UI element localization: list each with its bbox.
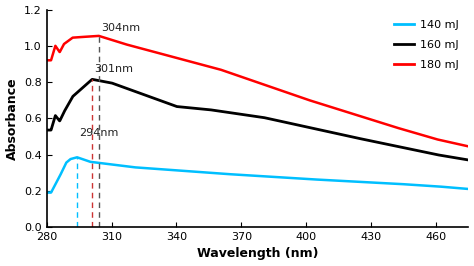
Text: 294nm: 294nm [79, 127, 118, 138]
X-axis label: Wavelength (nm): Wavelength (nm) [197, 247, 319, 260]
Text: 301nm: 301nm [94, 64, 133, 74]
Text: 304nm: 304nm [101, 23, 140, 33]
Legend: 140 mJ, 160 mJ, 180 mJ: 140 mJ, 160 mJ, 180 mJ [390, 15, 463, 74]
Y-axis label: Absorbance: Absorbance [6, 77, 18, 160]
